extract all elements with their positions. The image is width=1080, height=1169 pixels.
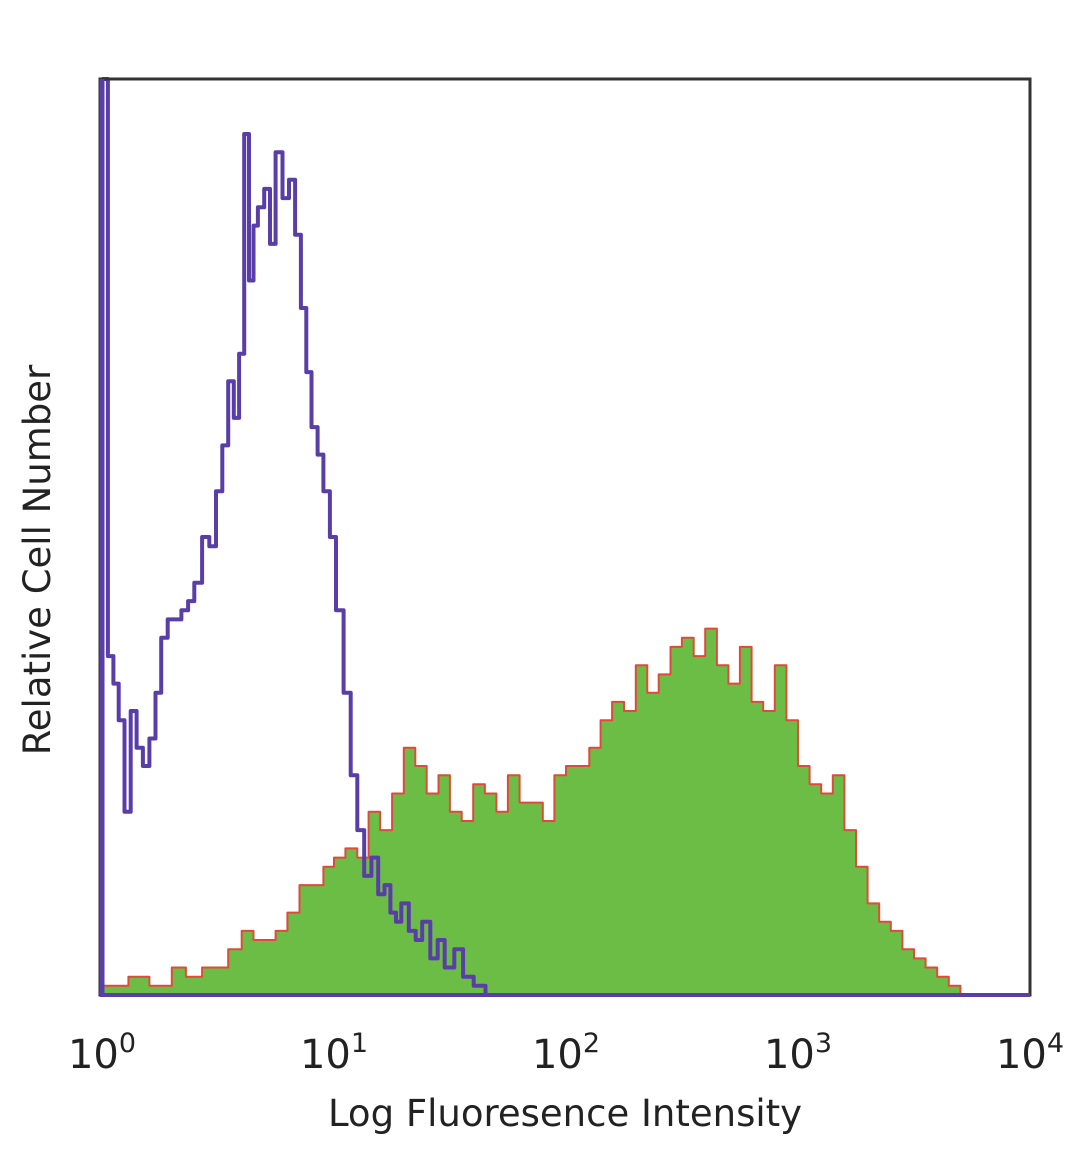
x-axis-label: Log Fluoresence Intensity [328, 1092, 802, 1135]
plot-area [102, 77, 962, 995]
y-axis-label: Relative Cell Number [16, 364, 59, 755]
x-tick-label: 103 [764, 1028, 832, 1078]
x-tick-labels: 100 101 102 103 104 [68, 1028, 1064, 1078]
stained-histogram-edge [102, 627, 962, 995]
x-tick-label: 104 [996, 1028, 1064, 1078]
control-histogram-line [102, 77, 488, 995]
stained-histogram-fill [102, 628, 961, 995]
x-tick-label: 100 [68, 1028, 136, 1078]
x-tick-label: 102 [532, 1028, 600, 1078]
x-tick-label: 101 [300, 1028, 368, 1078]
